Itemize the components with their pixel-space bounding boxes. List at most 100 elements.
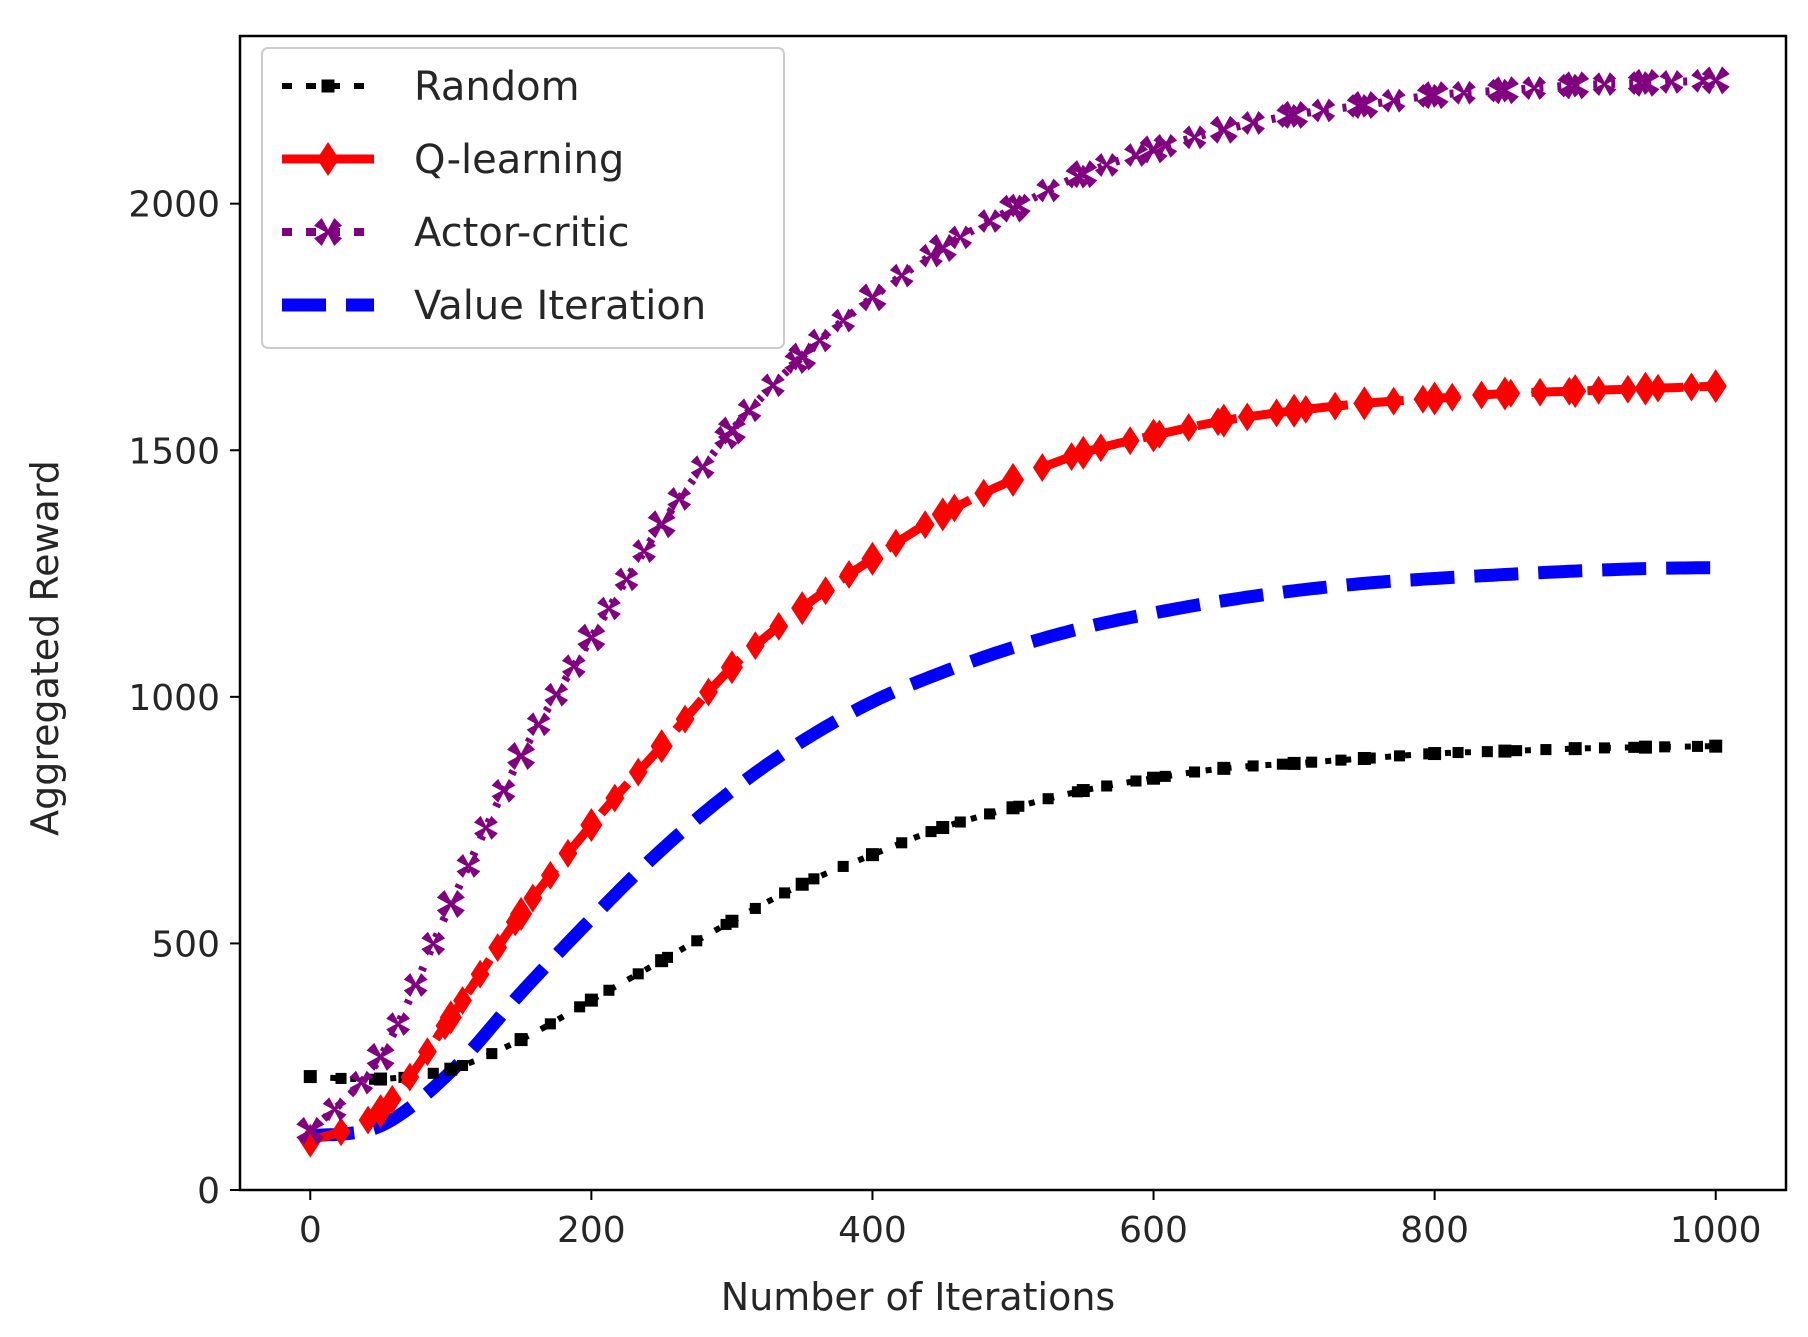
marker-random — [984, 808, 996, 820]
marker-q-learning — [1091, 433, 1111, 463]
marker-actor-critic — [649, 512, 674, 537]
marker-q-learning — [886, 528, 906, 558]
series-line-value-iteration — [309, 561, 1716, 1143]
marker-random — [1101, 780, 1113, 792]
marker-q-learning — [505, 907, 525, 937]
y-tick-label: 1500 — [128, 431, 220, 472]
x-tick-label: 600 — [1119, 1210, 1188, 1251]
marker-actor-critic — [737, 398, 762, 423]
marker-actor-critic — [474, 815, 498, 840]
marker-random — [603, 984, 615, 996]
marker-actor-critic — [761, 373, 785, 398]
marker-random — [1013, 800, 1025, 812]
marker-q-learning — [792, 593, 812, 623]
series-q-learning — [299, 369, 1727, 1158]
marker-random — [515, 1034, 527, 1046]
marker-q-learning — [470, 959, 490, 989]
data-point-actor-critic — [1490, 76, 1519, 105]
marker-random — [1364, 752, 1376, 764]
marker-q-learning — [974, 478, 994, 508]
marker-actor-critic — [526, 712, 551, 737]
marker-random — [691, 935, 703, 947]
marker-q-learning — [1062, 442, 1081, 472]
marker-actor-critic — [491, 778, 516, 803]
marker-random — [954, 816, 966, 828]
marker-q-learning — [1442, 382, 1462, 412]
marker-random — [1247, 760, 1259, 772]
marker-random — [1189, 766, 1201, 778]
marker-q-learning — [581, 810, 601, 840]
legend-item-actor-critic: Actor-critic — [282, 210, 629, 256]
marker-actor-critic — [544, 682, 569, 707]
x-tick-label: 200 — [557, 1210, 626, 1251]
marker-random — [1569, 743, 1581, 755]
marker-q-learning — [400, 1062, 420, 1092]
marker-random — [1218, 762, 1230, 774]
marker-actor-critic — [1592, 72, 1617, 97]
marker-q-learning — [1296, 394, 1316, 424]
marker-q-learning — [488, 933, 508, 963]
data-point-random — [1638, 740, 1652, 754]
x-tick-label: 800 — [1400, 1210, 1469, 1251]
marker-actor-critic — [1381, 88, 1406, 113]
marker-actor-critic — [977, 209, 1002, 233]
data-point-random — [303, 1070, 317, 1084]
y-tick-label: 500 — [151, 924, 220, 965]
marker-q-learning — [382, 1084, 402, 1114]
series-value-iteration — [309, 561, 1716, 1143]
marker-actor-critic — [438, 892, 463, 916]
marker-random — [427, 1067, 439, 1079]
marker-random — [1306, 756, 1318, 768]
marker-random — [1598, 742, 1610, 754]
marker-actor-critic — [561, 654, 586, 679]
marker-random — [1628, 741, 1640, 753]
marker-random — [749, 902, 761, 914]
marker-actor-critic — [714, 425, 738, 450]
y-axis-label: Aggregated Reward — [23, 460, 67, 836]
series-actor-critic — [296, 66, 1730, 1145]
marker-random — [1659, 741, 1671, 753]
data-point-q-learning — [1704, 369, 1727, 404]
marker-actor-critic — [690, 455, 715, 480]
marker-actor-critic — [509, 744, 533, 768]
data-point-actor-critic — [1420, 81, 1449, 110]
legend-swatch-marker — [321, 79, 335, 93]
marker-actor-critic — [1557, 73, 1582, 98]
legend-box — [261, 47, 785, 349]
marker-actor-critic — [1659, 70, 1684, 94]
marker-random — [1335, 754, 1347, 766]
marker-q-learning — [1501, 378, 1521, 408]
marker-q-learning — [816, 576, 835, 606]
marker-q-learning — [1150, 419, 1169, 449]
legend: Random Q-learning Actor-critic Value Iterat… — [261, 47, 785, 349]
marker-q-learning — [1648, 373, 1668, 403]
marker-q-learning — [1003, 465, 1023, 495]
marker-actor-critic — [831, 308, 856, 333]
marker-random — [335, 1072, 347, 1084]
marker-actor-critic — [1241, 111, 1265, 135]
marker-random — [1042, 793, 1054, 805]
marker-q-learning — [1472, 380, 1491, 410]
marker-q-learning — [945, 493, 964, 523]
marker-q-learning — [418, 1037, 437, 1067]
marker-actor-critic — [1487, 78, 1511, 103]
marker-q-learning — [1120, 426, 1140, 456]
marker-q-learning — [1267, 398, 1286, 428]
legend-label: Value Iteration — [414, 283, 706, 329]
marker-actor-critic — [784, 350, 809, 375]
legend-item-value-iteration: Value Iteration — [282, 283, 706, 329]
marker-q-learning — [915, 510, 935, 540]
marker-q-learning — [540, 860, 560, 890]
marker-q-learning — [1208, 407, 1228, 437]
data-point-q-learning — [1283, 393, 1306, 428]
x-axis-label: Number of Iterations — [721, 1275, 1115, 1319]
marker-q-learning — [699, 677, 718, 707]
marker-q-learning — [1682, 372, 1701, 402]
marker-actor-critic — [1346, 93, 1371, 118]
marker-actor-critic — [860, 285, 885, 310]
marker-actor-critic — [403, 973, 428, 997]
marker-actor-critic — [1691, 68, 1716, 93]
marker-actor-critic — [456, 854, 481, 878]
